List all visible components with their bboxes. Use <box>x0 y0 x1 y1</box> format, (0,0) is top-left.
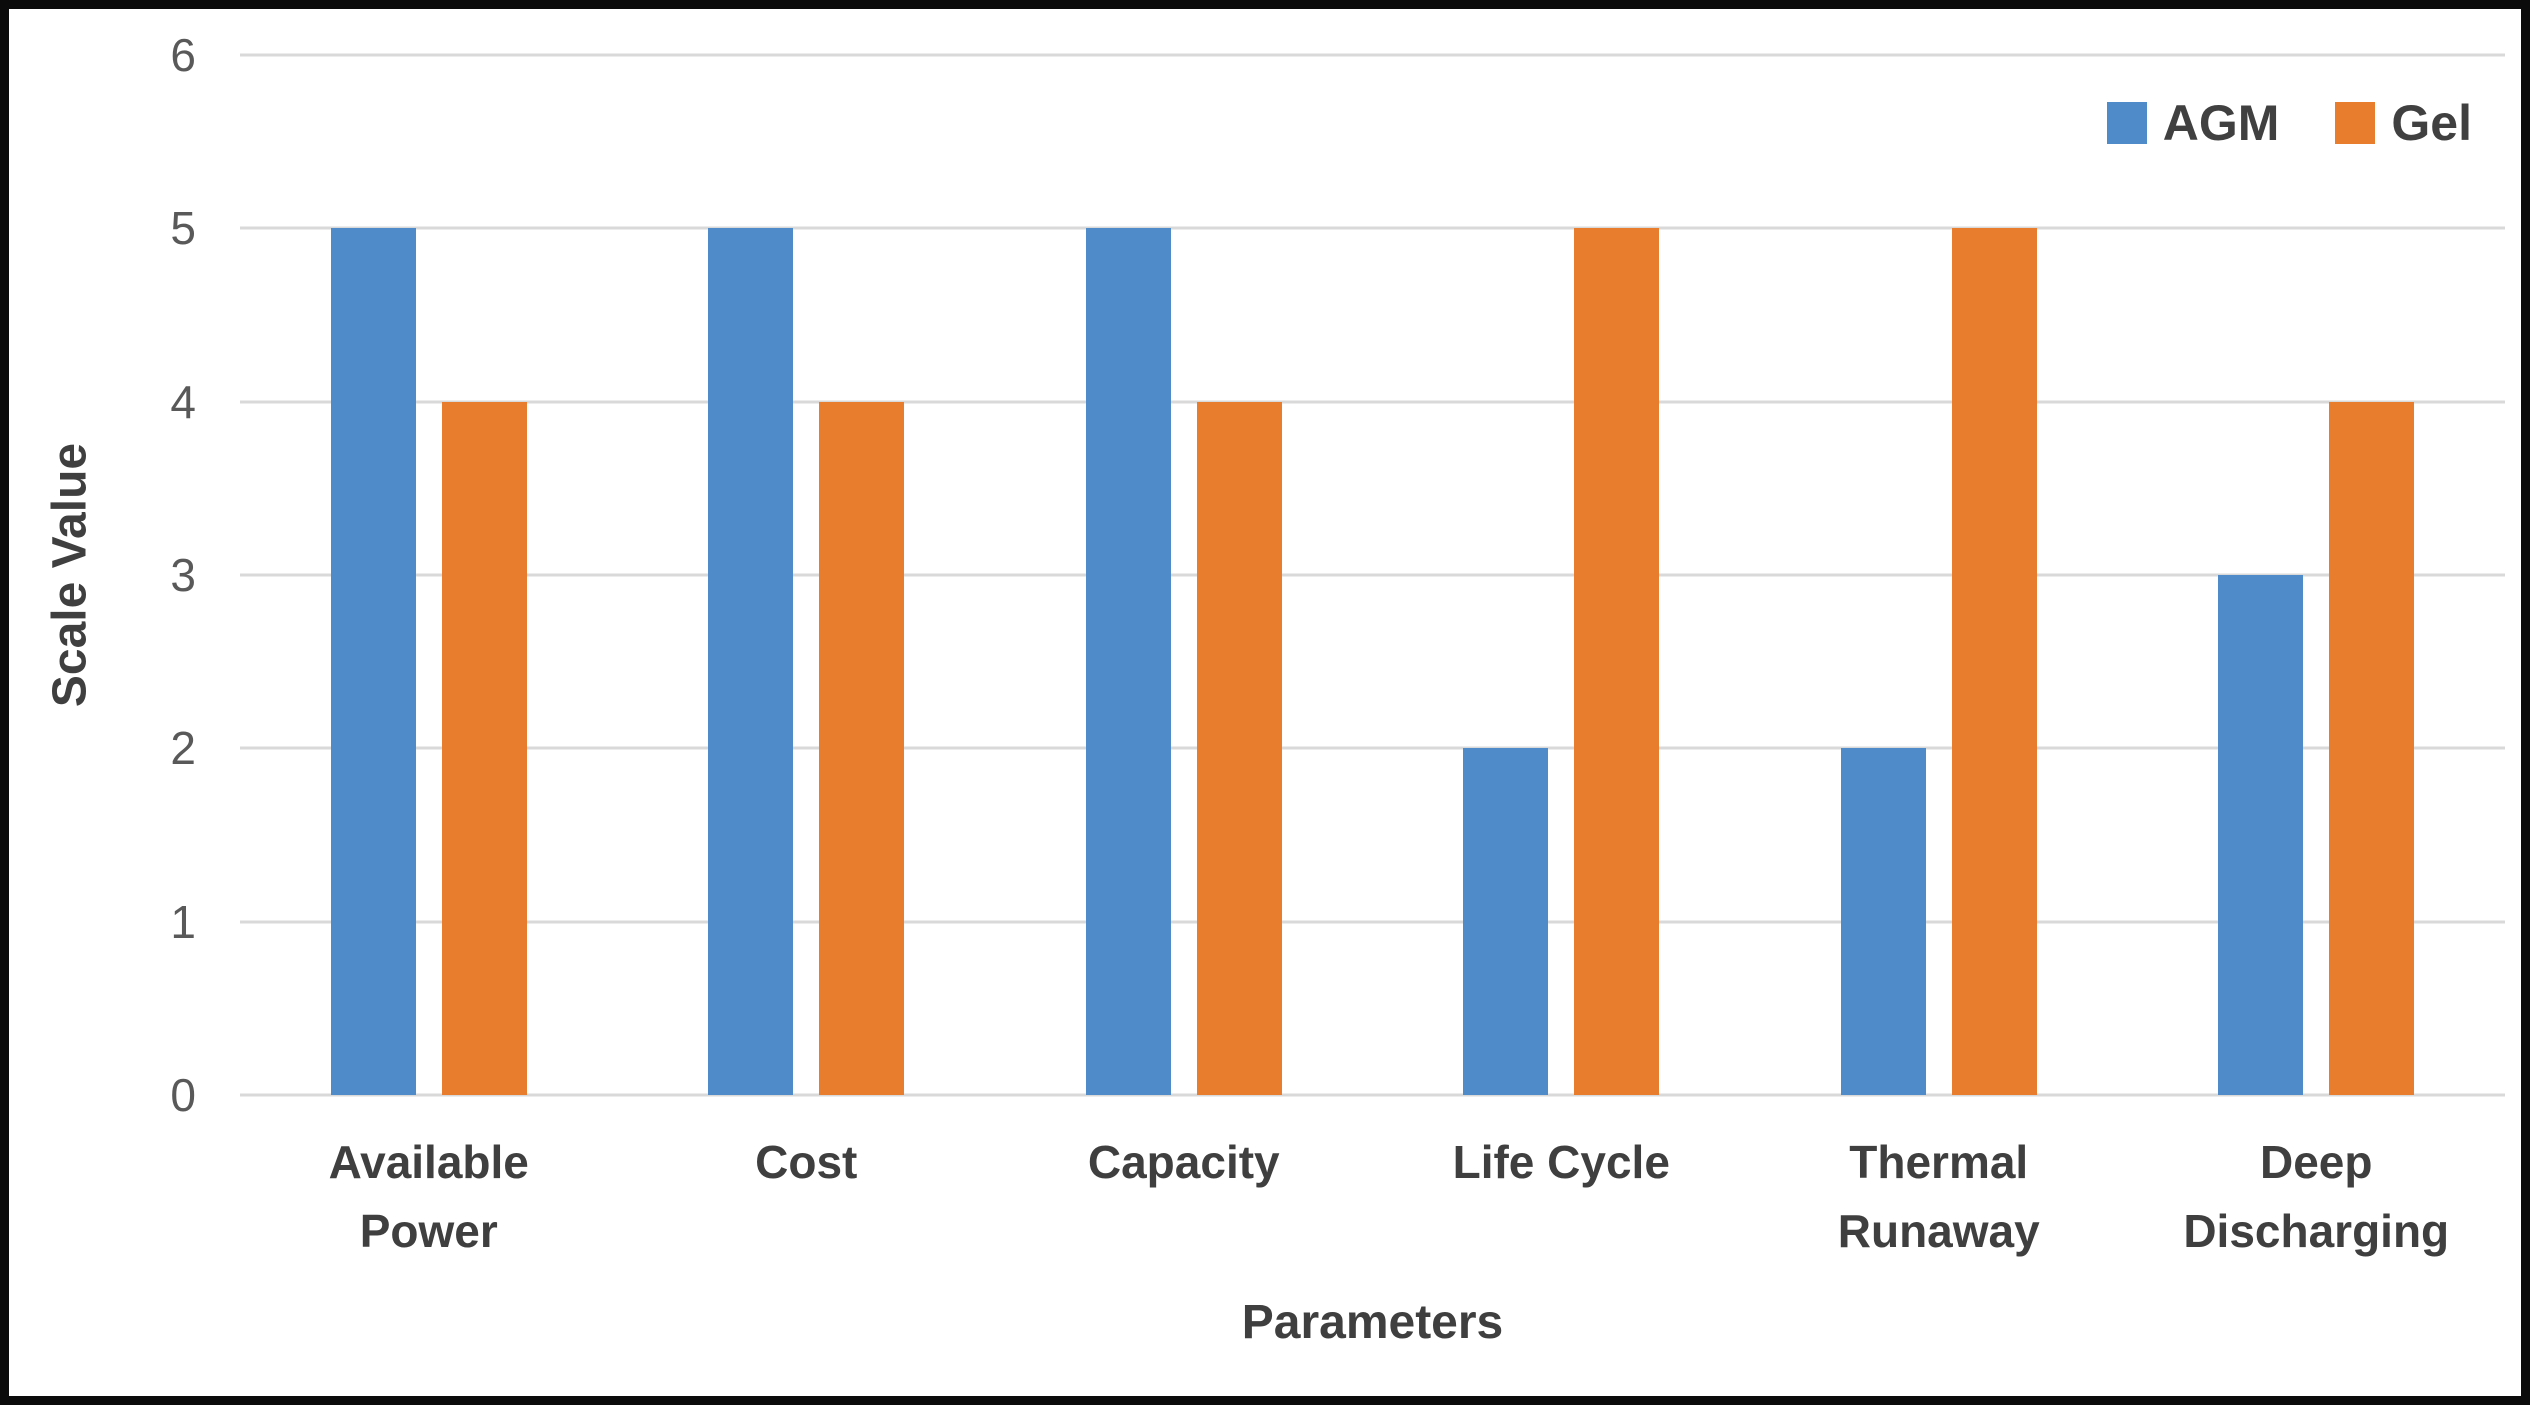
category-label-available-power: Available Power <box>328 1136 529 1257</box>
category-label-thermal-runaway: Thermal Runaway <box>1837 1136 2040 1257</box>
y-tick-label-1: 1 <box>170 895 196 948</box>
y-axis-ticks: 0 1 2 3 4 5 6 <box>0 32 196 1118</box>
bar-group-cost <box>618 55 996 1095</box>
bar-group-capacity <box>995 55 1373 1095</box>
bar-gel-available-power <box>441 401 527 1095</box>
bar-gel-cost <box>819 401 905 1095</box>
bar-agm-cost <box>708 228 794 1095</box>
bar-group-thermal-runaway <box>1750 55 2128 1095</box>
category-label-cost: Cost <box>755 1136 858 1188</box>
y-tick-label-6: 6 <box>170 29 196 81</box>
legend: AGM Gel <box>2106 95 2472 151</box>
legend-item-agm: AGM <box>2106 95 2280 151</box>
category-cell-thermal-runaway: Thermal Runaway <box>1750 1128 2128 1266</box>
category-cell-cost: Cost <box>618 1128 996 1266</box>
category-label-life-cycle: Life Cycle <box>1452 1136 1670 1188</box>
bar-agm-deep-discharging <box>2218 575 2304 1095</box>
x-axis-category-labels: Available Power Cost Capacity Life Cycle The… <box>240 1128 2505 1266</box>
gridline-y-5 <box>240 226 2505 230</box>
legend-swatch-gel-icon <box>2335 102 2376 144</box>
x-axis-title: Parameters <box>1241 1296 1504 1349</box>
y-tick-label-5: 5 <box>170 202 196 255</box>
legend-item-gel: Gel <box>2335 98 2472 148</box>
gridline-y-1 <box>240 920 2505 924</box>
bar-agm-capacity <box>1085 228 1171 1095</box>
gridline-y-3 <box>240 573 2505 577</box>
category-cell-available-power: Available Power <box>240 1128 618 1266</box>
y-tick-label-2: 2 <box>170 722 196 775</box>
gridline-y-2 <box>240 746 2505 750</box>
bar-agm-life-cycle <box>1463 748 1549 1095</box>
category-cell-life-cycle: Life Cycle <box>1373 1128 1751 1266</box>
legend-swatch-agm-icon <box>2106 102 2147 144</box>
bar-group-available-power <box>240 55 618 1095</box>
category-label-capacity: Capacity <box>1087 1136 1280 1188</box>
category-cell-deep-discharging: Deep Discharging <box>2128 1128 2506 1266</box>
category-label-deep-discharging: Deep Discharging <box>2183 1136 2450 1257</box>
bar-gel-thermal-runaway <box>1951 228 2037 1095</box>
y-tick-label-0: 0 <box>170 1069 196 1121</box>
bar-gel-capacity <box>1196 401 1282 1095</box>
bar-groups <box>240 55 2505 1095</box>
legend-label-gel: Gel <box>2391 95 2472 151</box>
bar-agm-thermal-runaway <box>1840 748 1926 1095</box>
plot-area <box>240 53 2505 1097</box>
bar-agm-available-power <box>330 228 416 1095</box>
y-tick-label-4: 4 <box>170 375 196 428</box>
y-tick-label-3: 3 <box>170 549 196 601</box>
bar-gel-life-cycle <box>1574 228 1660 1095</box>
bar-gel-deep-discharging <box>2329 401 2415 1095</box>
legend-label-agm: AGM <box>2162 95 2280 151</box>
bar-group-life-cycle <box>1373 55 1751 1095</box>
category-cell-capacity: Capacity <box>995 1128 1373 1266</box>
gridline-y-4 <box>240 400 2505 404</box>
gridline-y-0 <box>240 1093 2505 1097</box>
bar-group-deep-discharging <box>2128 55 2506 1095</box>
gridline-y-6 <box>240 53 2505 57</box>
